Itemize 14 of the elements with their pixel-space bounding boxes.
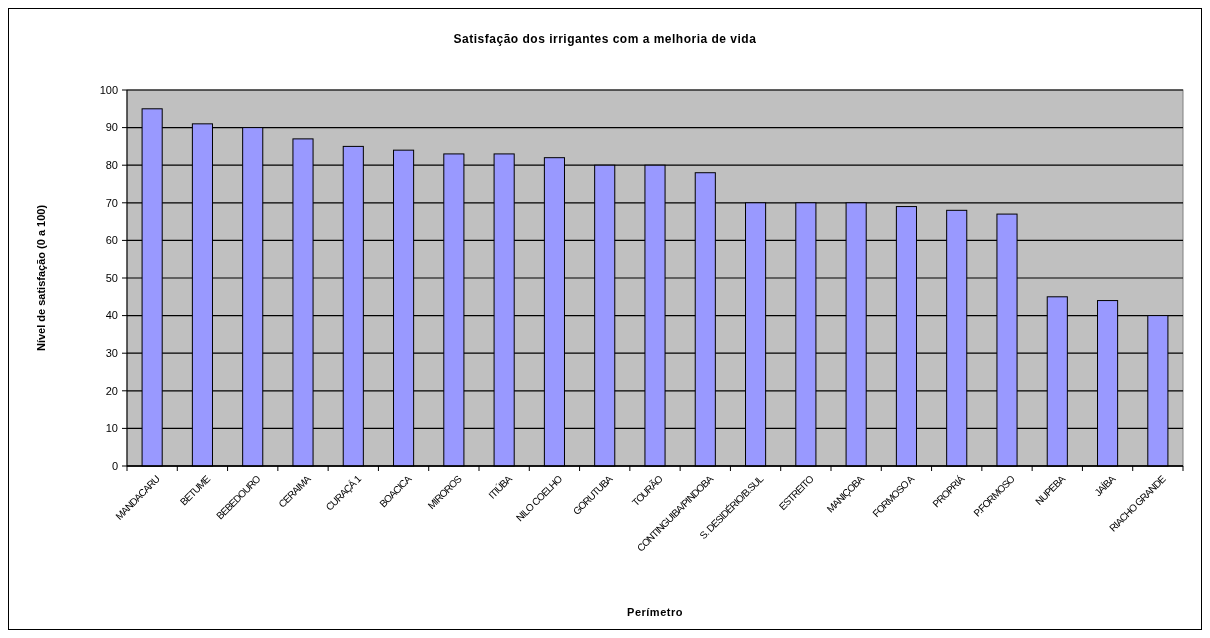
y-tick-label: 70 xyxy=(105,196,118,209)
y-tick-label: 100 xyxy=(99,83,118,96)
chart-title: Satisfação dos irrigantes com a melhoria de vida xyxy=(453,32,757,46)
y-axis-title: Nível de satisfação (0 a 100) xyxy=(35,204,47,352)
y-tick-label: 30 xyxy=(105,347,118,360)
y-tick-label: 50 xyxy=(105,271,118,284)
y-tick-label: 20 xyxy=(105,384,118,397)
y-tick-label: 10 xyxy=(105,422,118,435)
y-tick-label: 80 xyxy=(105,159,118,172)
y-tick-label: 60 xyxy=(105,234,118,247)
x-axis-title: Perímetro xyxy=(627,606,683,618)
y-tick-label: 0 xyxy=(111,459,118,472)
y-tick-label: 40 xyxy=(105,309,118,322)
y-tick-label: 90 xyxy=(105,121,118,134)
